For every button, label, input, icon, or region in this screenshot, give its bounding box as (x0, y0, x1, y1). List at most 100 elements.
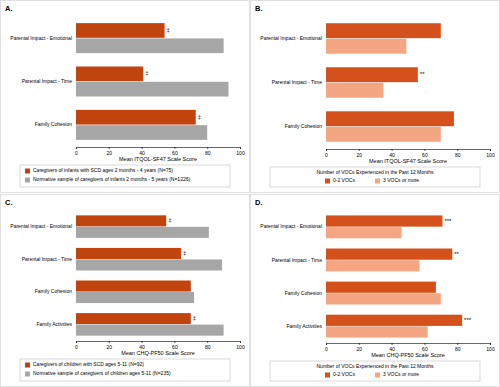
y-axis: Parental Impact - Emotional Parental Impa… (10, 223, 72, 327)
tick: 20 (107, 147, 113, 156)
bar (326, 83, 383, 98)
x-axis: 020406080100 (325, 343, 495, 352)
tick-label: 60 (172, 150, 178, 156)
annotation: ** (420, 71, 425, 77)
category-label: Family Activities (36, 321, 72, 327)
category-label: Family Cohesion (285, 123, 322, 129)
legend-label: Normative sample of caregivers of childr… (33, 370, 171, 376)
legend-title: Number of VOCs Experienced in the Past 1… (316, 363, 434, 369)
bar (326, 39, 406, 54)
category-label: Parental Impact - Emotional (260, 223, 322, 229)
category-tick: Family Activities (36, 321, 72, 327)
axis-line (327, 150, 491, 152)
category-label: Parental Impact - Emotional (260, 35, 322, 41)
tick: 60 (172, 341, 178, 350)
legend: Caregivers of infants with SCD ages 2 mo… (20, 165, 230, 187)
tick-label: 40 (139, 344, 145, 350)
panel: D.020406080100Parental Impact - Emotiona… (251, 195, 500, 387)
category-label: Parental Impact - Time (272, 257, 323, 263)
legend-label: 0-2 VOCs (333, 177, 355, 183)
legend-frame (20, 165, 230, 187)
legend-swatch (25, 363, 30, 368)
tick: 60 (172, 147, 178, 156)
axis-line (77, 342, 241, 344)
bar (76, 281, 191, 292)
annotation: *** (444, 218, 452, 224)
legend-label: 3 VOCs or more (383, 177, 419, 183)
bar (76, 23, 165, 38)
tick-label: 100 (486, 346, 495, 352)
tick: 60 (422, 343, 428, 352)
y-axis: Parental Impact - Emotional Parental Impa… (260, 223, 322, 328)
category-tick: Parental Impact - Emotional (10, 223, 72, 229)
x-axis: 020406080100 (75, 147, 245, 156)
legend-frame (270, 167, 480, 187)
tick-label: 20 (357, 152, 363, 158)
tick-label: 20 (107, 344, 113, 350)
legend-swatch (25, 178, 30, 183)
annotation: ‡ (167, 27, 170, 33)
category-label: Parental Impact - Emotional (10, 35, 72, 41)
x-axis-title: Mean ITQOL-SF47 Scale Score (119, 156, 197, 162)
panel-title: C. (5, 198, 13, 207)
bar (326, 293, 441, 304)
panel-title: A. (5, 4, 13, 13)
category-tick: Family Cohesion (35, 121, 72, 127)
bar (76, 215, 166, 226)
tick-label: 80 (205, 150, 211, 156)
legend-frame (270, 361, 480, 381)
bar (76, 227, 209, 238)
panel-title: B. (255, 4, 263, 13)
bar (326, 127, 441, 142)
panel-frame (251, 195, 500, 387)
tick-label: 60 (422, 152, 428, 158)
category-label: Parental Impact - Emotional (10, 223, 72, 229)
x-axis: 020406080100 (325, 149, 495, 158)
annotation: ‡ (168, 217, 171, 223)
category-tick: Parental Impact - Time (22, 256, 73, 262)
bar (76, 38, 224, 53)
annotation: *** (464, 317, 472, 323)
tick-label: 60 (172, 344, 178, 350)
tick: 20 (357, 149, 363, 158)
y-axis: Parental Impact - EmotionalParental Impa… (10, 35, 72, 128)
tick: 40 (139, 147, 145, 156)
tick-label: 0 (325, 346, 328, 352)
bar (76, 292, 194, 303)
bar (326, 215, 442, 226)
bar (76, 248, 181, 259)
bar (76, 325, 224, 336)
panel-frame (251, 1, 500, 193)
bars (76, 215, 224, 335)
category-tick: Family Cohesion (285, 290, 322, 296)
tick: 0 (75, 147, 78, 156)
annotation: ‡ (193, 315, 196, 321)
tick-label: 80 (455, 152, 461, 158)
tick: 80 (455, 343, 461, 352)
tick: 0 (75, 341, 78, 350)
tick: 0 (325, 149, 328, 158)
tick: 60 (422, 149, 428, 158)
bar (326, 282, 436, 293)
bar (326, 249, 452, 260)
legend-frame (20, 359, 230, 381)
tick: 80 (455, 149, 461, 158)
y-axis: Parental Impact - EmotionalParental Impa… (260, 35, 322, 129)
bar (326, 23, 441, 38)
tick-label: 0 (325, 152, 328, 158)
bar (326, 315, 462, 326)
category-tick: Parental Impact - Emotional (260, 223, 322, 229)
legend-swatch (375, 179, 380, 184)
tick: 100 (486, 149, 495, 158)
tick: 100 (486, 343, 495, 352)
legend-label: Caregivers of children with SCD ages 5-1… (33, 361, 144, 367)
category-tick: Family Cohesion (35, 288, 72, 294)
category-tick: Parental Impact - Time (272, 257, 323, 263)
legend-swatch (325, 373, 330, 378)
category-label: Parental Impact - Time (22, 256, 73, 262)
legend-label: 0-2 VOCs (333, 371, 355, 377)
bar (76, 125, 207, 140)
tick: 0 (325, 343, 328, 352)
tick-label: 80 (205, 344, 211, 350)
category-label: Family Activities (286, 323, 322, 329)
